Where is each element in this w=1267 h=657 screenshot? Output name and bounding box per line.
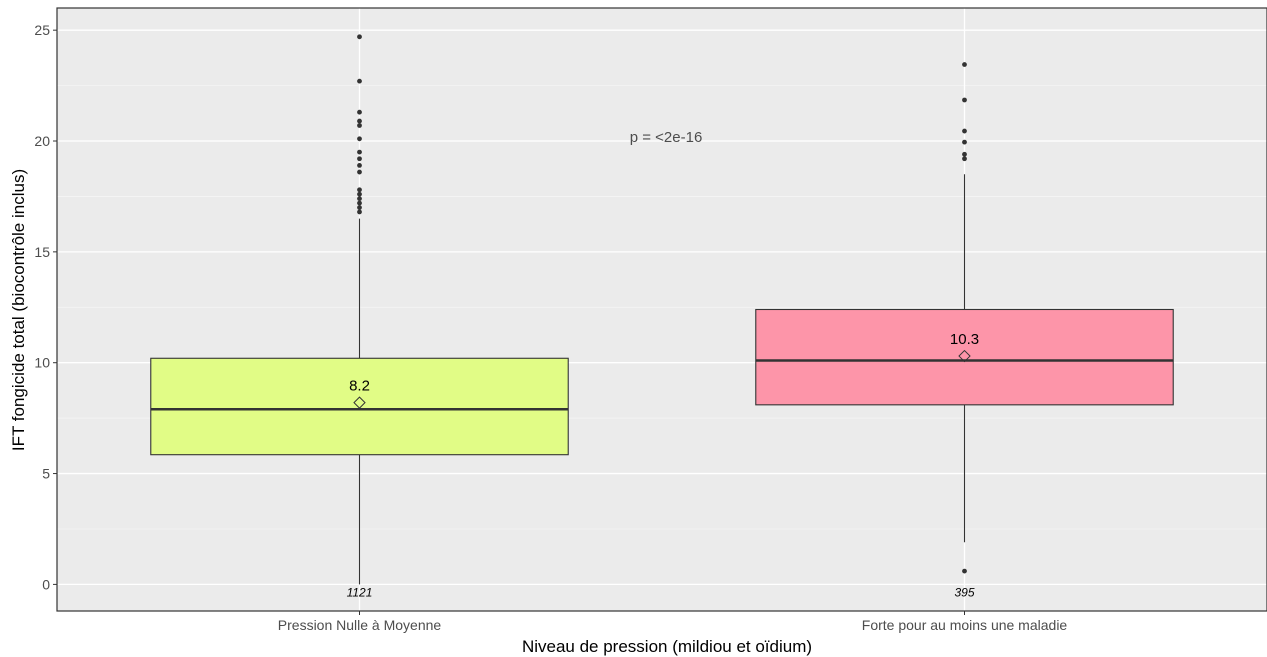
outlier-point	[357, 163, 362, 168]
outlier-point	[357, 196, 362, 202]
y-tick-label: 20	[34, 133, 50, 149]
box-group: 8.2 1121	[150, 34, 569, 599]
y-tick-label: 25	[34, 22, 50, 38]
outlier-point	[962, 568, 967, 574]
outlier-point	[357, 149, 362, 155]
y-tick-label: 0	[42, 576, 50, 592]
outlier-point	[357, 136, 362, 142]
panel-border	[56, 7, 1267, 612]
outlier-point	[962, 151, 967, 157]
mean-diamond-marker	[958, 349, 971, 363]
mean-value-label: 8.2	[349, 378, 370, 395]
mean-diamond-marker	[353, 396, 366, 409]
x-axis-title: Niveau de pression (mildiou et oïdium)	[522, 637, 812, 656]
sample-size-label: 395	[954, 585, 974, 599]
box-group: 10.3 395	[755, 62, 1174, 599]
outlier-point	[357, 169, 362, 175]
p-value-annotation: p = <2e-16	[630, 129, 703, 146]
outlier-point	[357, 191, 362, 197]
x-tick-label: Forte pour au moins une maladie	[862, 617, 1068, 633]
outlier-point	[357, 123, 362, 128]
outlier-point	[962, 139, 967, 145]
outlier-point	[357, 156, 362, 162]
outlier-point	[357, 200, 362, 206]
outlier-point	[357, 118, 362, 124]
outlier-point	[962, 156, 967, 162]
y-axis-title: IFT fongicide total (biocontrôle inclus)	[9, 169, 28, 451]
y-tick-label: 5	[42, 466, 50, 482]
outlier-point	[962, 128, 967, 134]
outlier-point	[962, 62, 967, 67]
x-tick-label: Pression Nulle à Moyenne	[278, 617, 442, 633]
outlier-point	[357, 78, 362, 84]
box-iqr	[150, 357, 569, 456]
outlier-point	[962, 97, 967, 103]
outlier-point	[357, 205, 362, 210]
mean-value-label: 10.3	[950, 331, 979, 348]
x-axis: Pression Nulle à Moyenne Forte pour au mo…	[56, 7, 1267, 633]
outlier-point	[357, 109, 362, 115]
boxes-layer: 8.2 1121 10.3 395	[150, 34, 1174, 599]
box-iqr	[755, 308, 1174, 406]
outlier-point	[357, 187, 362, 193]
sample-size-label: 1121	[347, 585, 373, 599]
outlier-point	[357, 209, 362, 215]
y-axis: 0 5 10 15 20 25	[34, 22, 57, 592]
y-tick-label: 10	[34, 355, 50, 371]
outlier-point	[357, 34, 362, 40]
y-tick-label: 15	[34, 244, 50, 260]
